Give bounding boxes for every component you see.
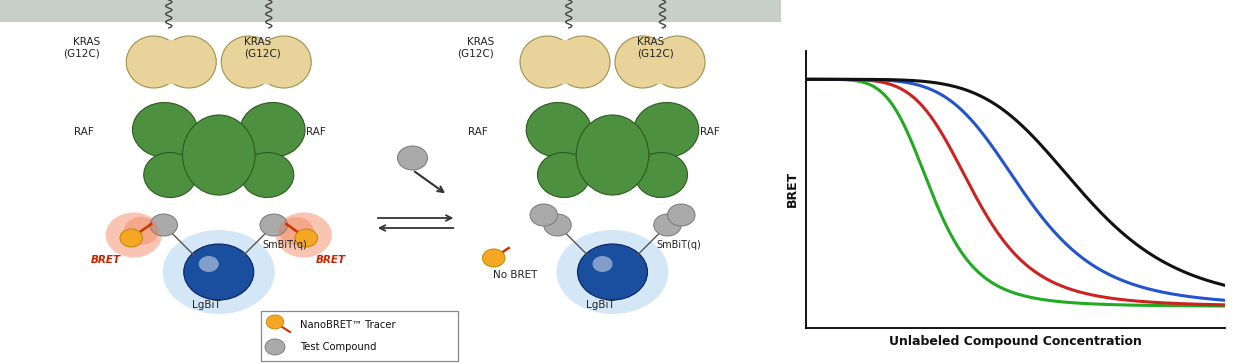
- Ellipse shape: [241, 153, 294, 198]
- Ellipse shape: [641, 40, 679, 84]
- Circle shape: [654, 214, 681, 236]
- Ellipse shape: [240, 103, 305, 158]
- Ellipse shape: [161, 36, 216, 88]
- Circle shape: [295, 229, 318, 247]
- Ellipse shape: [526, 103, 591, 158]
- Circle shape: [482, 249, 505, 267]
- Text: RAF: RAF: [306, 127, 326, 137]
- Ellipse shape: [256, 36, 311, 88]
- Ellipse shape: [615, 36, 670, 88]
- Y-axis label: BRET: BRET: [786, 171, 799, 207]
- Ellipse shape: [124, 217, 159, 245]
- Ellipse shape: [555, 36, 610, 88]
- Ellipse shape: [248, 40, 285, 84]
- Text: RAF: RAF: [700, 127, 720, 137]
- Ellipse shape: [648, 61, 672, 79]
- Ellipse shape: [650, 36, 705, 88]
- Ellipse shape: [162, 230, 275, 314]
- Circle shape: [398, 146, 428, 170]
- Ellipse shape: [520, 36, 575, 88]
- Text: RAF: RAF: [74, 127, 94, 137]
- Text: SmBiT(q): SmBiT(q): [262, 240, 308, 250]
- Circle shape: [530, 204, 558, 226]
- Circle shape: [578, 244, 648, 300]
- Text: BRET: BRET: [91, 255, 121, 265]
- Ellipse shape: [275, 213, 332, 257]
- Text: BRET: BRET: [316, 255, 346, 265]
- Circle shape: [260, 214, 288, 236]
- Ellipse shape: [279, 217, 314, 245]
- Text: LgBiT: LgBiT: [192, 300, 221, 310]
- Ellipse shape: [126, 36, 181, 88]
- Ellipse shape: [182, 115, 255, 195]
- Circle shape: [184, 244, 254, 300]
- Text: Test Compound: Test Compound: [300, 342, 376, 352]
- Circle shape: [668, 204, 695, 226]
- Text: No BRET: No BRET: [492, 270, 538, 280]
- Text: KRAS
(G12C): KRAS (G12C): [458, 37, 494, 59]
- X-axis label: Unlabeled Compound Concentration: Unlabeled Compound Concentration: [889, 335, 1142, 348]
- Circle shape: [150, 214, 178, 236]
- Ellipse shape: [552, 61, 578, 79]
- Circle shape: [592, 256, 612, 272]
- Ellipse shape: [159, 61, 184, 79]
- Ellipse shape: [635, 153, 688, 198]
- Circle shape: [265, 339, 285, 355]
- Circle shape: [120, 229, 142, 247]
- Ellipse shape: [152, 40, 190, 84]
- Text: LgBiT: LgBiT: [585, 300, 615, 310]
- Ellipse shape: [105, 213, 162, 257]
- Text: NanoBRET™ Tracer: NanoBRET™ Tracer: [300, 320, 395, 330]
- Circle shape: [199, 256, 219, 272]
- Text: RAF: RAF: [468, 127, 488, 137]
- Bar: [0, 0, 781, 22]
- Ellipse shape: [634, 103, 699, 158]
- FancyBboxPatch shape: [261, 311, 458, 361]
- Ellipse shape: [132, 103, 198, 158]
- Ellipse shape: [254, 61, 279, 79]
- Ellipse shape: [144, 153, 196, 198]
- Text: KRAS
(G12C): KRAS (G12C): [638, 37, 674, 59]
- Ellipse shape: [546, 40, 584, 84]
- Ellipse shape: [221, 36, 276, 88]
- Circle shape: [544, 214, 571, 236]
- Ellipse shape: [576, 115, 649, 195]
- Text: KRAS
(G12C): KRAS (G12C): [244, 37, 280, 59]
- Text: KRAS
(G12C): KRAS (G12C): [64, 37, 100, 59]
- Text: SmBiT(q): SmBiT(q): [656, 240, 701, 250]
- Circle shape: [266, 315, 284, 329]
- Ellipse shape: [556, 230, 669, 314]
- Ellipse shape: [538, 153, 590, 198]
